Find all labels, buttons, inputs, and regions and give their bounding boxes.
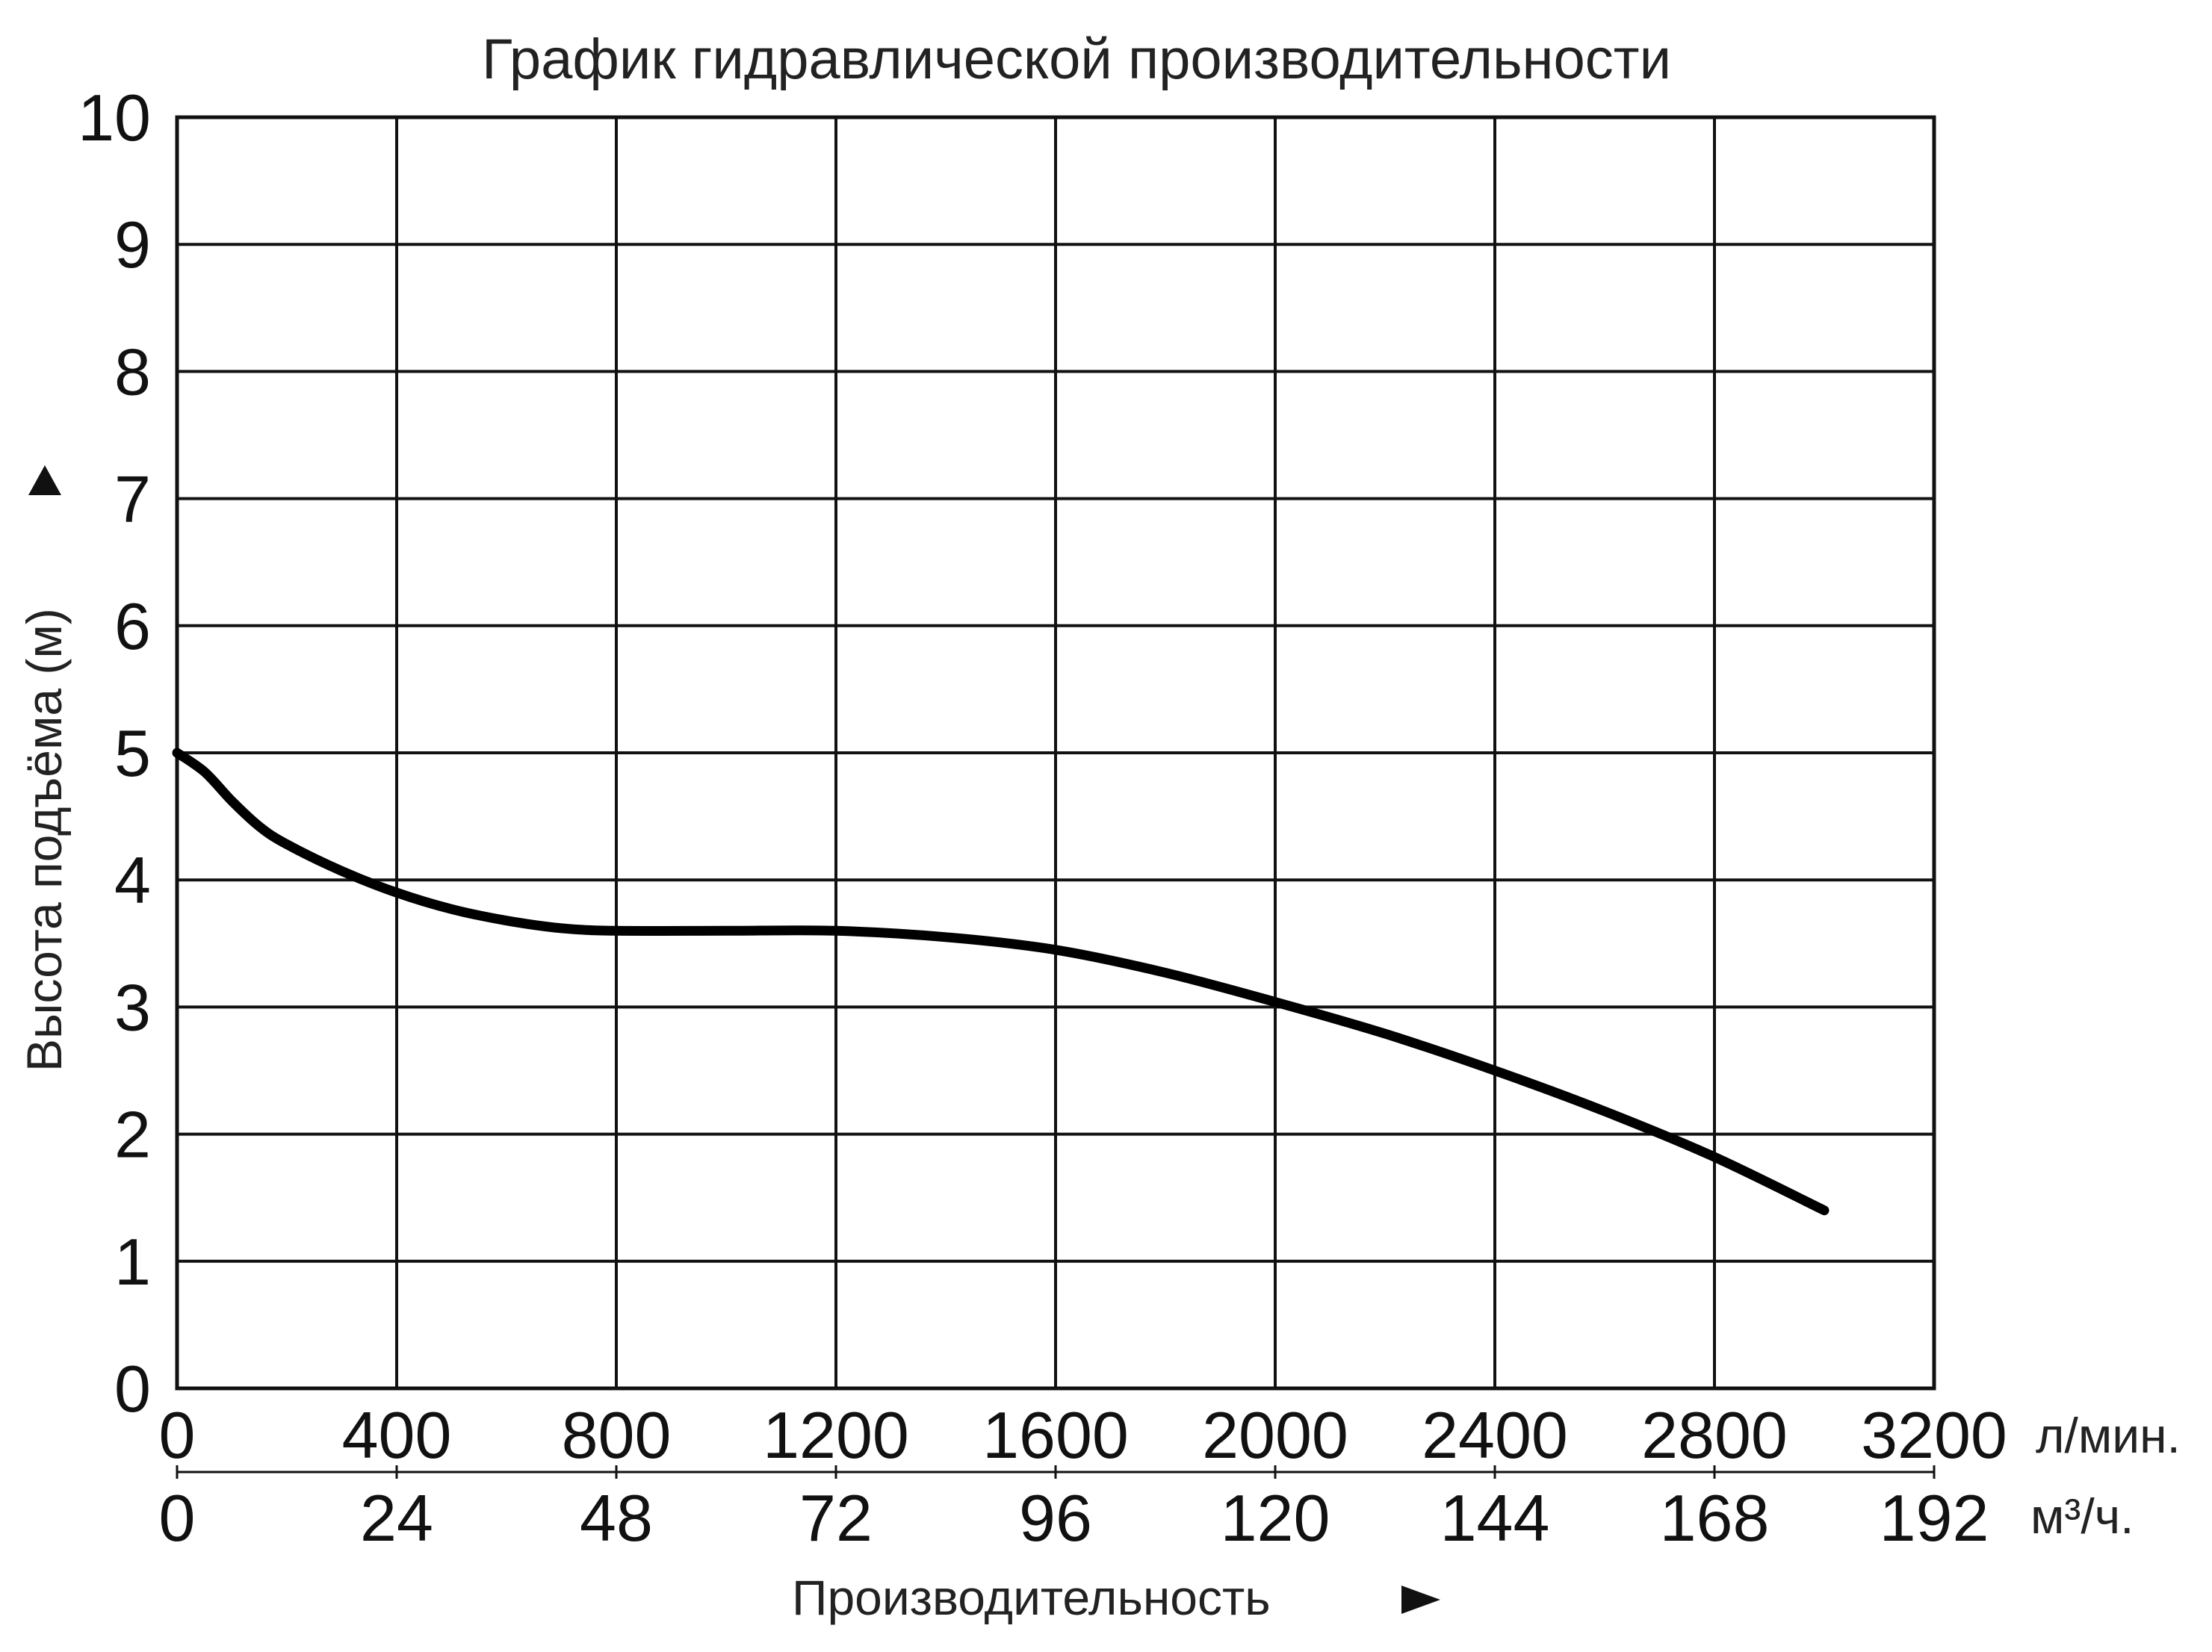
y-tick-label: 6 bbox=[114, 589, 151, 663]
x-tick-label-m3h: 0 bbox=[159, 1481, 196, 1555]
y-tick-label: 0 bbox=[114, 1352, 151, 1426]
x-tick-labels: 0 400 800 1200 1600 2000 2400 2800 3200 0 24 48 72 96… bbox=[159, 1398, 2007, 1555]
y-axis-label: Высота подъёма (м) bbox=[16, 608, 72, 1072]
y-tick-label: 9 bbox=[114, 208, 151, 282]
x-tick-label-m3h: 24 bbox=[360, 1481, 433, 1555]
x-tick-label-m3h: 96 bbox=[1019, 1481, 1092, 1555]
y-axis-title: Высота подъёма (м) bbox=[16, 465, 72, 1072]
x-tick-label-m3h: 120 bbox=[1221, 1481, 1330, 1555]
x-tick-label-lpm: 800 bbox=[562, 1398, 672, 1472]
chart-title: График гидравлической производительности bbox=[482, 28, 1671, 91]
y-tick-label: 8 bbox=[114, 335, 151, 409]
x-tick-label-lpm: 400 bbox=[342, 1398, 452, 1472]
y-tick-label: 1 bbox=[114, 1225, 151, 1299]
x-unit-lpm: л/мин. bbox=[2036, 1408, 2181, 1463]
y-tick-labels: 0 1 2 3 4 5 6 7 8 9 10 bbox=[78, 81, 151, 1426]
series-line bbox=[172, 748, 1830, 1216]
x-tick-label-m3h: 192 bbox=[1880, 1481, 1989, 1555]
x-tick-label-m3h: 72 bbox=[799, 1481, 873, 1555]
x-axis-arrow-icon bbox=[1401, 1586, 1440, 1614]
grid bbox=[177, 117, 1934, 1388]
x-tick-label-lpm: 2800 bbox=[1641, 1398, 1788, 1472]
y-tick-label: 4 bbox=[114, 843, 151, 917]
x-tick-label-lpm: 1200 bbox=[763, 1398, 909, 1472]
secondary-axis-ticks bbox=[176, 1465, 1936, 1479]
x-tick-label-lpm: 3200 bbox=[1861, 1398, 2007, 1472]
x-tick-label-m3h: 168 bbox=[1660, 1481, 1770, 1555]
y-tick-label: 2 bbox=[114, 1098, 151, 1172]
x-tick-label-m3h: 48 bbox=[580, 1481, 653, 1555]
y-tick-label: 5 bbox=[114, 716, 151, 790]
y-axis-arrow-icon bbox=[28, 465, 61, 495]
x-tick-label-lpm: 1600 bbox=[982, 1398, 1129, 1472]
x-tick-label-lpm: 0 bbox=[159, 1398, 196, 1472]
x-axis-title: Производительность bbox=[792, 1570, 1440, 1625]
y-tick-label: 7 bbox=[114, 462, 151, 536]
x-tick-label-lpm: 2000 bbox=[1202, 1398, 1348, 1472]
y-tick-label: 3 bbox=[114, 970, 151, 1044]
x-tick-label-m3h: 144 bbox=[1440, 1481, 1550, 1555]
x-tick-label-lpm: 2400 bbox=[1422, 1398, 1568, 1472]
x-axis-label: Производительность bbox=[792, 1570, 1271, 1625]
y-tick-label: 10 bbox=[78, 81, 151, 155]
x-unit-m3h: м³/ч. bbox=[2030, 1488, 2134, 1544]
